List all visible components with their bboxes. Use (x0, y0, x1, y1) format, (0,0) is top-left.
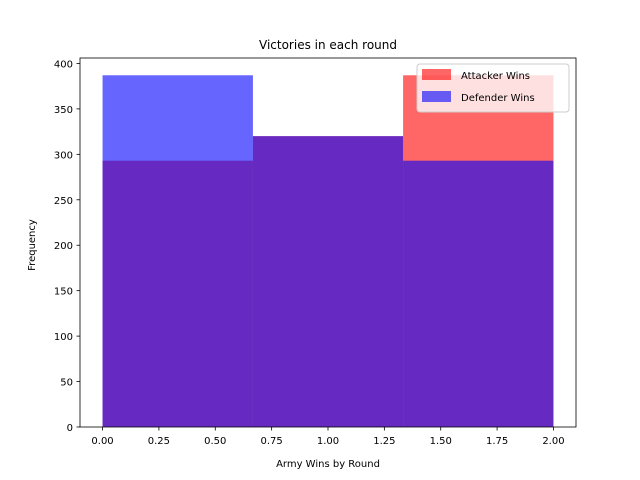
x-axis-label: Army Wins by Round (276, 459, 380, 470)
defender-wins-bar-0 (102, 75, 253, 428)
y-tick-label: 250 (54, 196, 73, 207)
x-tick-label: 1.25 (373, 436, 395, 447)
x-tick-label: 1.50 (430, 436, 452, 447)
x-tick-label: 1.00 (317, 436, 339, 447)
y-tick-label: 300 (54, 150, 73, 161)
legend-box (416, 63, 570, 113)
axes-layer: 0.00 0.25 0.50 0.75 1.00 1.25 1.50 1.75 2.00 0 50 1… (54, 57, 577, 447)
legend-swatch-defender-wins (422, 91, 451, 102)
y-tick-label: 100 (54, 332, 73, 343)
chart-title: Victories in each round (259, 38, 397, 52)
y-axis-label: Frequency (27, 219, 38, 271)
legend: Attacker Wins Defender Wins (416, 63, 570, 113)
y-tick-label: 0 (67, 423, 73, 434)
legend-swatch-attacker-wins (422, 69, 451, 80)
defender-wins-bar-2 (403, 160, 554, 427)
x-tick-label: 0.75 (261, 436, 283, 447)
y-tick-label: 350 (54, 105, 73, 116)
bars-layer (102, 75, 554, 428)
legend-label-defender-wins: Defender Wins (461, 93, 535, 104)
y-tick-label: 200 (54, 241, 73, 252)
y-tick-label: 50 (60, 378, 73, 389)
x-tick-label: 1.75 (486, 436, 508, 447)
y-tick-label: 150 (54, 287, 73, 298)
defender-wins-bar-1 (252, 136, 404, 427)
x-tick-label: 0.50 (204, 436, 226, 447)
x-tick-label: 2.00 (542, 436, 564, 447)
x-tick-label: 0.25 (148, 436, 170, 447)
y-tick-label: 400 (54, 59, 73, 70)
legend-label-attacker-wins: Attacker Wins (461, 71, 530, 82)
x-tick-label: 0.00 (91, 436, 113, 447)
